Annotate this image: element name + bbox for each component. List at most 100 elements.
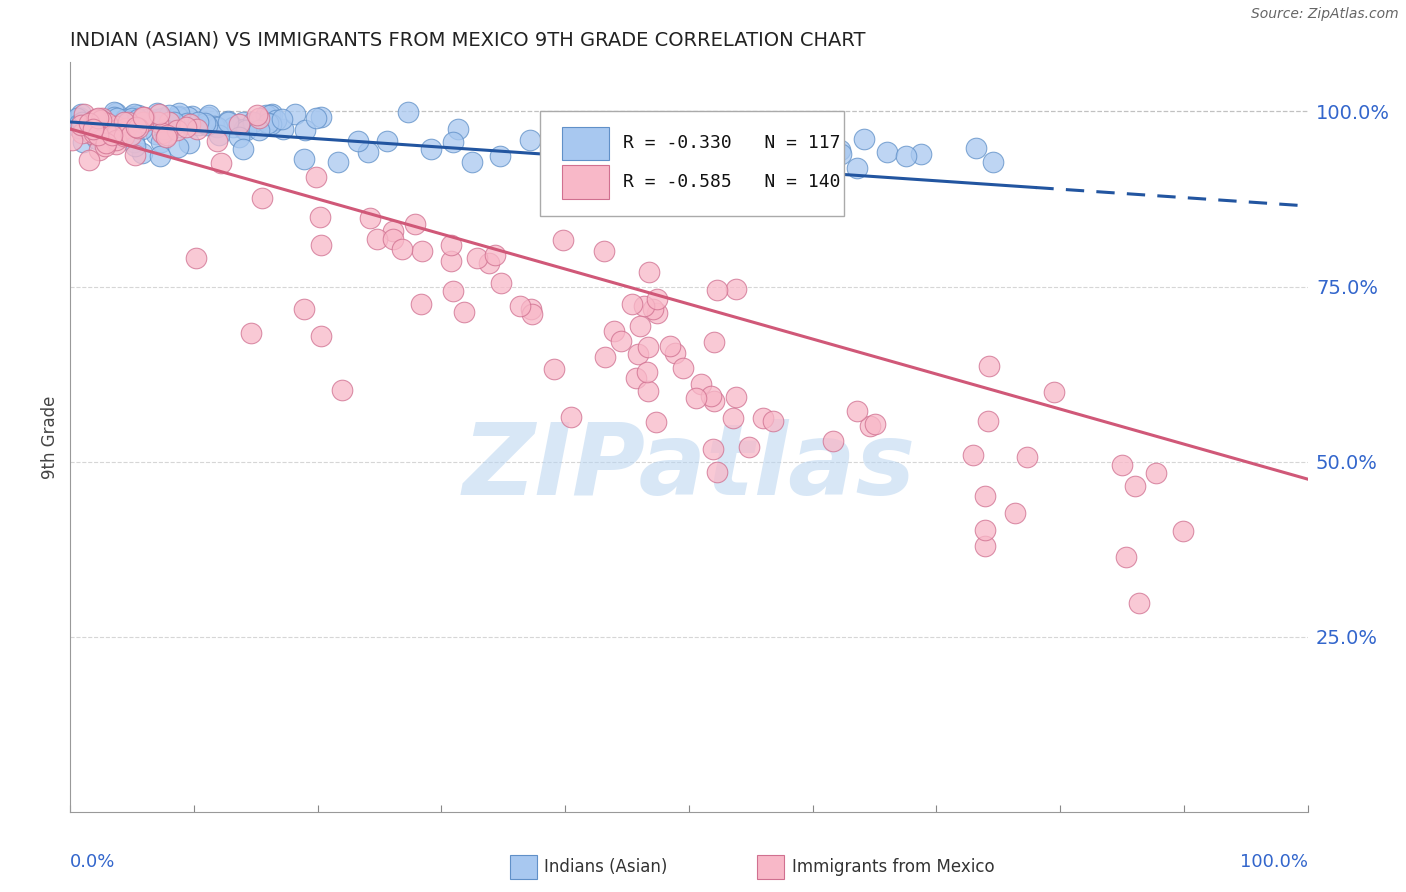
Point <box>672 360 695 375</box>
Point <box>1144 466 1167 480</box>
Point <box>346 134 368 148</box>
Point <box>101 128 124 143</box>
Point <box>150 126 173 140</box>
Point <box>152 113 174 128</box>
Point <box>107 127 129 141</box>
Point <box>391 242 413 256</box>
Point <box>633 299 655 313</box>
Point <box>167 110 190 124</box>
Point <box>706 283 728 297</box>
Point <box>409 297 432 311</box>
Point <box>127 112 149 126</box>
Point <box>103 110 125 124</box>
Point <box>79 116 101 130</box>
Point <box>145 112 167 127</box>
Point <box>375 134 398 148</box>
Point <box>60 132 83 146</box>
FancyBboxPatch shape <box>561 127 609 161</box>
Point <box>641 302 664 317</box>
Point <box>69 111 91 125</box>
Point <box>124 138 146 153</box>
Point <box>103 124 125 138</box>
Point <box>381 232 404 246</box>
Point <box>257 116 280 130</box>
Point <box>326 155 349 169</box>
Point <box>876 145 898 159</box>
Point <box>974 523 997 537</box>
Point <box>67 120 90 135</box>
Point <box>84 112 107 127</box>
Point <box>114 118 136 132</box>
Point <box>706 465 728 479</box>
Point <box>186 121 208 136</box>
Point <box>187 118 209 132</box>
Point <box>247 123 270 137</box>
Point <box>1115 550 1137 565</box>
Point <box>242 115 264 129</box>
Point <box>751 411 773 425</box>
Point <box>420 142 443 156</box>
Point <box>208 128 231 142</box>
Point <box>94 136 117 151</box>
Point <box>145 127 167 141</box>
Point <box>404 217 426 231</box>
Point <box>122 107 145 121</box>
Point <box>91 111 114 125</box>
Point <box>551 233 574 247</box>
Point <box>859 419 882 434</box>
Point <box>121 111 143 125</box>
Point <box>461 155 484 169</box>
Point <box>976 414 998 428</box>
Point <box>82 121 104 136</box>
Point <box>720 152 742 166</box>
Point <box>124 148 146 162</box>
Point <box>627 347 650 361</box>
Point <box>228 130 250 145</box>
Point <box>645 306 668 320</box>
Point <box>359 211 381 225</box>
Point <box>146 105 169 120</box>
Point <box>382 224 405 238</box>
Point <box>235 122 257 136</box>
Point <box>974 489 997 503</box>
Point <box>163 115 186 129</box>
Point <box>108 129 131 144</box>
Point <box>86 121 108 136</box>
Point <box>162 120 184 134</box>
Point <box>266 112 288 127</box>
Y-axis label: 9th Grade: 9th Grade <box>41 395 59 479</box>
Point <box>703 334 725 349</box>
Point <box>603 324 626 338</box>
Point <box>668 137 690 152</box>
Point <box>83 112 105 127</box>
Point <box>700 389 723 403</box>
Point <box>1111 458 1133 473</box>
Point <box>120 128 142 142</box>
Point <box>83 122 105 136</box>
Point <box>592 244 614 259</box>
Point <box>664 346 686 360</box>
Point <box>135 112 157 126</box>
Point <box>519 133 541 147</box>
Point <box>77 153 100 167</box>
Point <box>440 253 463 268</box>
Point <box>357 145 380 159</box>
Point <box>132 110 155 124</box>
Point <box>246 116 269 130</box>
Point <box>70 106 93 120</box>
Text: R = -0.330   N = 117: R = -0.330 N = 117 <box>623 135 841 153</box>
Point <box>783 140 806 154</box>
Point <box>246 108 269 122</box>
Point <box>82 127 104 141</box>
Point <box>121 120 143 135</box>
Point <box>104 119 127 133</box>
Point <box>305 170 328 185</box>
Point <box>292 152 315 166</box>
Point <box>180 109 202 123</box>
Point <box>197 107 219 121</box>
Point <box>489 276 512 290</box>
Point <box>896 149 918 163</box>
Point <box>217 113 239 128</box>
Point <box>685 392 707 406</box>
Point <box>103 104 125 119</box>
